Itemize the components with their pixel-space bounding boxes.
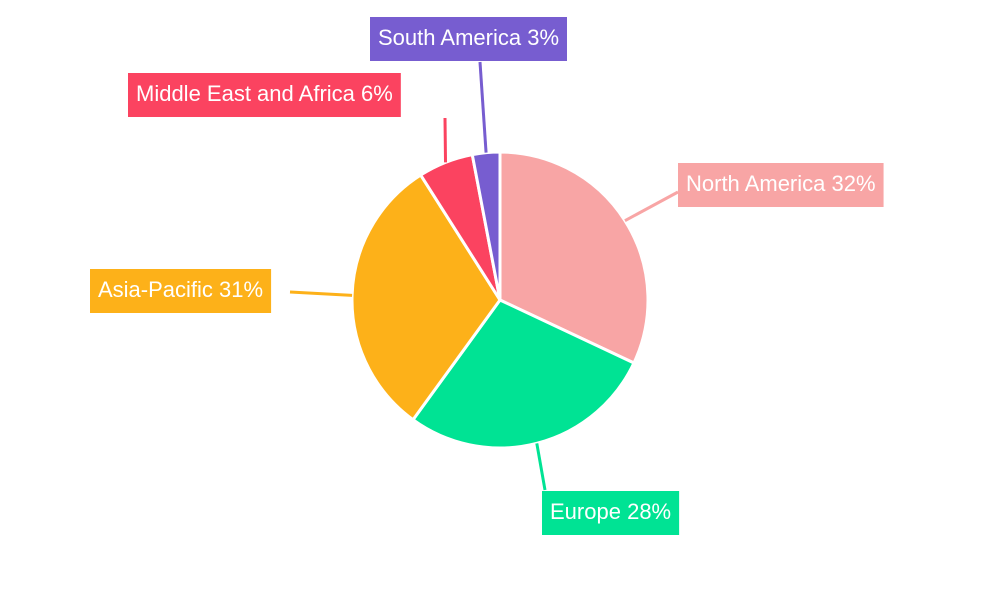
category-name: South America	[378, 25, 522, 50]
value-label: 3%	[527, 25, 559, 50]
label-text: South America 3%	[378, 25, 559, 50]
value-label: 6%	[361, 81, 393, 106]
leader-line	[624, 190, 679, 223]
label-box	[370, 17, 567, 61]
leader-line	[535, 443, 547, 491]
label-text: Asia-Pacific 31%	[98, 277, 263, 302]
category-name: North America	[686, 171, 826, 196]
leader-line	[478, 61, 488, 153]
data-label: South America 3%	[370, 17, 567, 61]
label-box	[678, 163, 884, 207]
pie-slice	[350, 172, 502, 422]
label-text: North America 32%	[686, 171, 876, 196]
label-text: Middle East and Africa 6%	[136, 81, 393, 106]
label-box	[128, 73, 401, 117]
category-name: Europe	[550, 499, 621, 524]
value-label: 32%	[832, 171, 876, 196]
label-box	[90, 269, 272, 313]
value-label: 31%	[219, 277, 263, 302]
pie-slice	[498, 150, 650, 366]
label-text: Europe 28%	[550, 499, 671, 524]
label-box	[542, 491, 680, 535]
category-name: Middle East and Africa	[136, 81, 356, 106]
pie-slice	[410, 298, 636, 450]
data-label: Middle East and Africa 6%	[128, 73, 401, 117]
data-label: Europe 28%	[542, 491, 680, 535]
data-label: North America 32%	[678, 163, 884, 207]
category-name: Asia-Pacific	[98, 277, 213, 302]
data-label: Asia-Pacific 31%	[90, 269, 272, 313]
value-label: 28%	[627, 499, 671, 524]
leader-line	[443, 117, 448, 163]
leader-line	[289, 290, 353, 297]
